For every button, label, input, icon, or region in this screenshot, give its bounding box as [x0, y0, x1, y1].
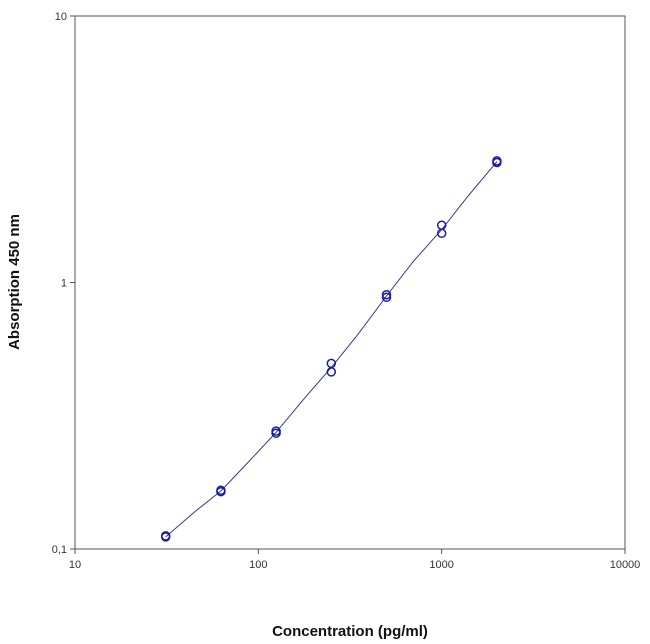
data-point [492, 157, 502, 168]
data-point [271, 428, 281, 438]
data-point [326, 367, 337, 377]
data-point [381, 289, 392, 300]
axis-ticks: 10 100 1000 10000 0,1 1 10 [52, 11, 641, 571]
x-tick-label: 10 [69, 559, 81, 571]
data-point [216, 486, 226, 497]
x-tick-label: 1000 [429, 559, 453, 571]
x-tick-label: 10000 [610, 559, 641, 571]
y-tick-label: 1 [61, 278, 67, 290]
x-axis-title: Concentration (pg/ml) [272, 623, 428, 640]
plot-area [74, 15, 626, 550]
data-points [160, 156, 502, 542]
y-tick-label: 10 [55, 11, 67, 23]
data-point [381, 292, 392, 303]
y-tick-label: 0,1 [52, 544, 67, 556]
data-point [436, 228, 447, 239]
data-point [160, 532, 171, 542]
y-axis-title: Absorption 450 nm [6, 214, 23, 350]
x-tick-label: 100 [249, 559, 267, 571]
